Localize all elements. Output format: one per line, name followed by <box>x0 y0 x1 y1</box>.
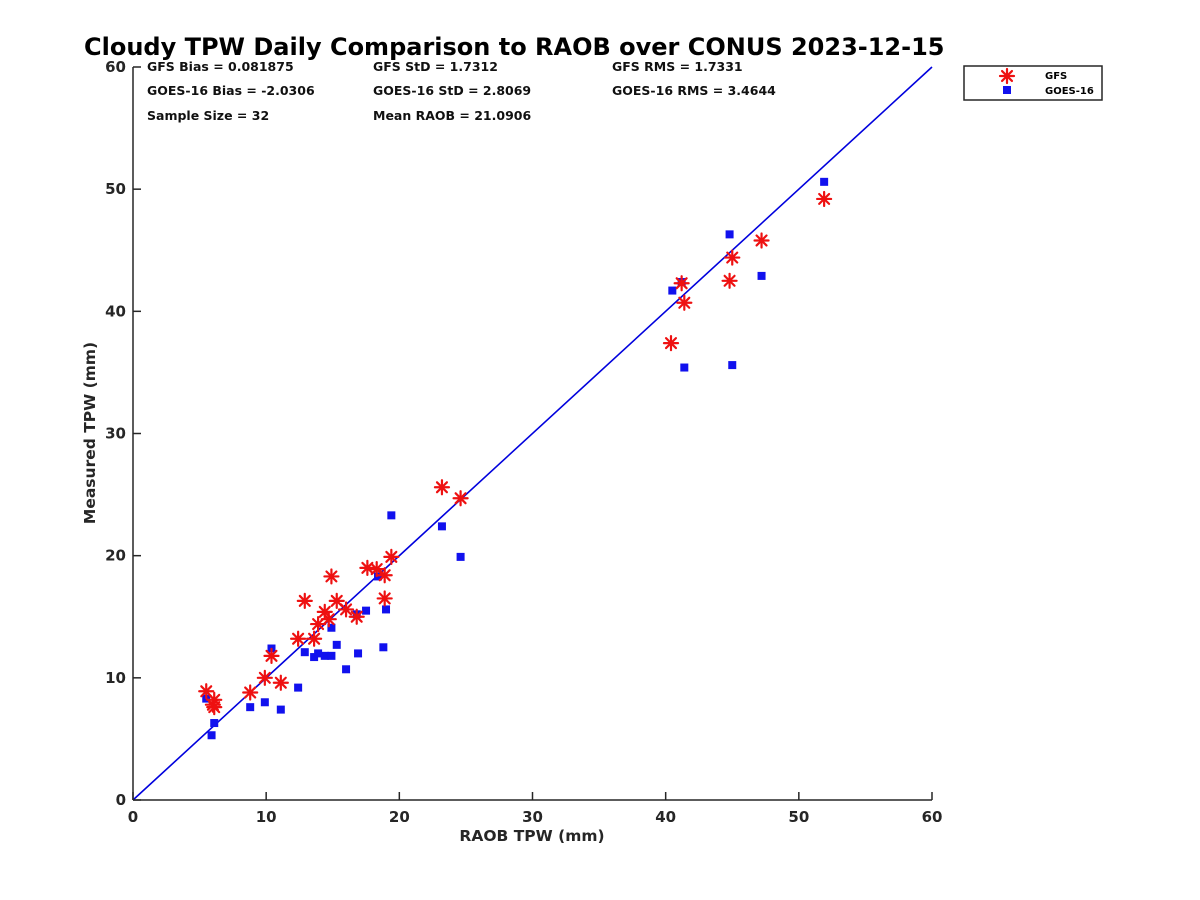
gfs-point <box>376 590 393 607</box>
gfs-point <box>673 275 690 292</box>
goes-16-point <box>300 648 309 657</box>
goes-16-point <box>276 705 285 714</box>
gfs-point <box>433 479 451 496</box>
x-tick-label: 10 <box>256 808 277 826</box>
y-tick-label: 40 <box>105 302 126 320</box>
goes-16-point <box>379 643 388 652</box>
goes-16-point <box>725 230 734 239</box>
gfs-point <box>359 559 376 576</box>
legend-gfs-asterisk <box>998 67 1016 85</box>
legend-box <box>963 65 1103 101</box>
gfs-point <box>816 190 833 208</box>
legend-gfs-marker <box>998 67 1016 85</box>
goes-16-point <box>332 640 341 649</box>
y-tick-label: 30 <box>105 425 126 443</box>
x-ticks: 0 10 20 30 40 50 60 <box>128 792 943 826</box>
gfs-point <box>724 249 741 266</box>
gfs-point <box>263 647 280 664</box>
gfs-point <box>323 568 340 585</box>
gfs-point <box>676 294 693 311</box>
x-tick-label: 0 <box>128 808 138 826</box>
goes-16-point <box>456 552 465 561</box>
y-tick-label: 10 <box>105 669 126 687</box>
goes-16-point <box>728 361 737 370</box>
gfs-point <box>721 272 738 289</box>
goes-16-point <box>437 522 446 531</box>
gfs-point <box>306 630 323 647</box>
goes-16-point <box>320 651 329 660</box>
x-axis-label: RAOB TPW (mm) <box>459 827 604 845</box>
legend-goes-label: GOES-16 <box>1045 86 1094 97</box>
stat-gfs-bias: GFS Bias = 0.081875 <box>147 59 294 74</box>
gfs-point <box>272 674 289 691</box>
y-axis-label: Measured TPW (mm) <box>81 342 99 524</box>
x-tick-label: 50 <box>788 808 809 826</box>
chart-title: Cloudy TPW Daily Comparison to RAOB over… <box>84 33 944 61</box>
data-series <box>198 177 833 740</box>
goes-16-point <box>342 665 351 674</box>
x-tick-label: 20 <box>389 808 410 826</box>
gfs-point <box>256 669 273 686</box>
legend-goes-marker <box>1003 86 1011 94</box>
goes-16-point <box>374 572 383 581</box>
goes-16-point <box>757 271 766 280</box>
legend: GFS GOES-16 <box>963 65 1103 101</box>
gfs-point <box>242 684 259 701</box>
x-tick-label: 40 <box>655 808 676 826</box>
y-tick-label: 50 <box>105 180 126 198</box>
stats-annotations: GFS Bias = 0.081875 GFS StD = 1.7312 GFS… <box>147 59 776 123</box>
gfs-point <box>368 561 385 578</box>
goes-16-point <box>314 649 323 658</box>
stat-gfs-std: GFS StD = 1.7312 <box>373 59 498 74</box>
stat-gfs-rms: GFS RMS = 1.7331 <box>612 59 743 74</box>
y-ticks: 0 10 20 30 40 50 60 <box>105 58 141 809</box>
goes-16-point <box>210 719 219 728</box>
gfs-point <box>376 567 393 584</box>
y-tick-label: 0 <box>116 791 126 809</box>
goes-16-point <box>354 649 363 658</box>
gfs-point <box>206 699 223 716</box>
legend-gfs-label: GFS <box>1045 71 1067 82</box>
goes-16-point <box>327 651 336 660</box>
stat-goes-std: GOES-16 StD = 2.8069 <box>373 83 531 98</box>
stat-goes-bias: GOES-16 Bias = -2.0306 <box>147 83 315 98</box>
gfs-series <box>198 190 833 716</box>
goes-16-point <box>387 511 396 520</box>
gfs-point <box>320 611 337 628</box>
goes-16-point <box>260 698 269 707</box>
stat-mean-raob: Mean RAOB = 21.0906 <box>373 108 531 123</box>
legend-goes-square <box>1003 86 1011 94</box>
gfs-point <box>328 592 345 609</box>
y-tick-label: 60 <box>105 58 126 76</box>
gfs-point <box>662 334 680 352</box>
goes-16-point <box>246 703 255 712</box>
goes-16-point <box>668 286 677 295</box>
goes-16-point <box>382 605 391 614</box>
y-tick-label: 20 <box>105 547 126 565</box>
goes-16-point <box>362 606 371 615</box>
goes-16-point <box>207 731 216 740</box>
goes-16-point <box>820 177 829 186</box>
x-tick-label: 60 <box>922 808 943 826</box>
goes-16-point <box>294 683 303 692</box>
gfs-point <box>337 601 355 618</box>
gfs-point <box>296 592 313 609</box>
x-tick-label: 30 <box>522 808 543 826</box>
goes-16-series <box>202 177 829 740</box>
goes-16-point <box>327 623 336 632</box>
gfs-point <box>348 608 365 625</box>
gfs-point <box>753 232 770 249</box>
goes-16-point <box>680 363 689 372</box>
stat-sample-size: Sample Size = 32 <box>147 108 269 123</box>
gfs-point <box>452 490 469 507</box>
gfs-point <box>290 630 307 647</box>
gfs-point <box>383 548 400 565</box>
stat-goes-rms: GOES-16 RMS = 3.4644 <box>612 83 776 98</box>
